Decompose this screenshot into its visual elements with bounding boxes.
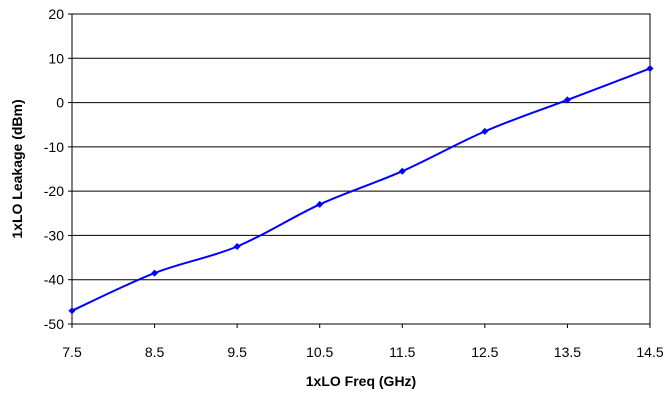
y-tick-label: 20 [48,6,64,22]
y-tick-label: 0 [56,95,64,111]
y-tick-label: -50 [44,316,64,332]
x-tick-label: 14.5 [636,344,663,360]
y-tick-label: -10 [44,139,64,155]
data-point-marker [481,127,489,135]
x-tick-label: 8.5 [145,344,165,360]
y-tick-label: -40 [44,272,64,288]
data-point-marker [563,96,571,104]
x-tick-labels: 7.5 8.5 9.5 10.5 11.5 12.5 13.5 14.5 [62,324,664,360]
gridlines [68,13,650,325]
data-point-marker [646,64,654,72]
series-line [71,67,651,312]
x-tick-label: 9.5 [227,344,247,360]
x-tick-label: 11.5 [389,344,415,360]
series-group [68,64,654,315]
y-tick-label: -20 [44,183,64,199]
y-tick-label: 10 [48,50,64,66]
y-axis-title: 1xLO Leakage (dBm) [9,99,25,238]
data-point-marker [398,167,406,175]
data-point-marker [233,243,241,250]
x-tick-label: 7.5 [62,344,82,360]
y-tick-label: -30 [44,227,64,243]
data-point-marker [68,307,76,315]
x-tick-label: 10.5 [306,344,333,360]
data-point-marker [316,200,324,208]
x-tick-label: 12.5 [471,344,498,360]
x-axis-title: 1xLO Freq (GHz) [306,373,416,389]
x-tick-label: 13.5 [554,344,581,360]
data-point-marker [151,269,159,277]
plot-area-frame [71,13,651,325]
y-tick-labels: 20 10 0 -10 -20 -30 -40 -50 [44,6,64,332]
